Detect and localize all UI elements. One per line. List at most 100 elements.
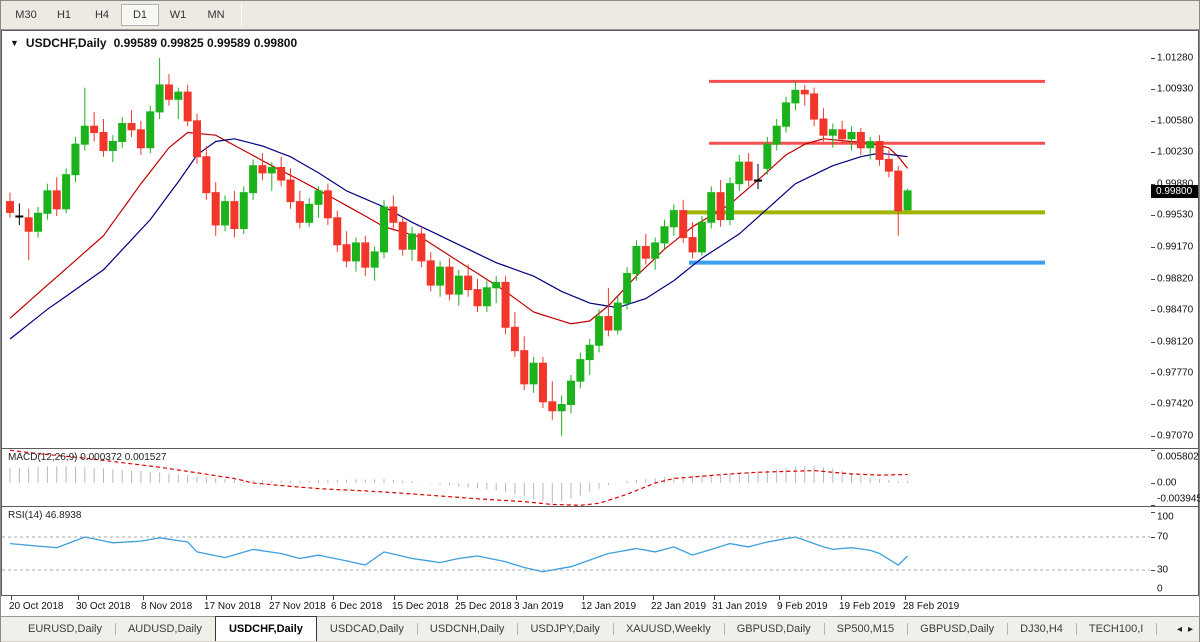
timeframe-button-m30[interactable]: M30 [15, 9, 37, 21]
candle-body [267, 167, 276, 174]
tab-separator [416, 623, 418, 635]
price-axis-tick [1151, 278, 1155, 280]
date-tick [457, 596, 458, 600]
candle-body [613, 302, 622, 331]
candle-body [585, 344, 594, 361]
price-axis-tick [1151, 183, 1155, 185]
candle-body [510, 326, 519, 352]
tab-scroll-right-icon[interactable]: ▸ [1187, 623, 1193, 635]
price-axis-label: 0.98470 [1157, 304, 1194, 316]
date-label: 19 Feb 2019 [839, 601, 896, 612]
candle-body [277, 167, 286, 181]
candle-body [697, 221, 706, 253]
chart-tab-audusd[interactable]: AUDUSD,Daily [115, 617, 216, 641]
macd-panel[interactable]: MACD(12,26,9) 0.000372 0.001527 0.005802… [1, 448, 1200, 507]
rsi-axis: 100 70 30 0 [1151, 507, 1198, 596]
rsi-label: RSI(14) 46.8938 [8, 510, 82, 521]
chart-tab-usdchf[interactable]: USDCHF,Daily [214, 616, 317, 641]
candle-body [258, 165, 267, 174]
price-axis-tick [1151, 373, 1155, 375]
price-axis-label: 0.99880 [1157, 178, 1194, 190]
candle-body [62, 174, 71, 210]
date-label: 27 Nov 2018 [269, 601, 326, 612]
chart-tab-usdcnh[interactable]: USDCNH,Daily [417, 617, 519, 641]
date-tick [714, 596, 715, 600]
macd-axis-label: 0.00 [1157, 477, 1177, 489]
macd-axis: 0.005802 0.00 -0.003945 [1151, 449, 1200, 507]
date-label: 17 Nov 2018 [204, 601, 261, 612]
chart-tab-usdcad[interactable]: USDCAD,Daily [317, 617, 418, 641]
candle-body [623, 272, 632, 304]
price-axis-label: 1.00580 [1157, 115, 1194, 127]
rsi-axis-tick [1151, 537, 1155, 538]
candle-body [136, 129, 145, 149]
candle-body [90, 125, 99, 134]
candle-body [361, 242, 370, 268]
candle-body [286, 179, 295, 203]
rsi-chart[interactable] [2, 507, 1150, 595]
chart-tab-xauusd[interactable]: XAUUSD,Weekly [613, 617, 725, 641]
candle-body [548, 401, 557, 412]
candle-body [856, 132, 865, 149]
price-chart-panel[interactable]: ▼ USDCHF,Daily 0.99589 0.99825 0.99589 0… [1, 30, 1199, 449]
candle-body [6, 201, 14, 213]
candle-body [305, 203, 314, 223]
rsi-panel[interactable]: RSI(14) 46.8938 100 70 30 0 [1, 506, 1199, 596]
chart-tab-eurusd[interactable]: EURUSD,Daily [15, 617, 116, 641]
chart-tab-dj30[interactable]: DJ30,H4 [1007, 617, 1077, 641]
macd-label: MACD(12,26,9) 0.000372 0.001527 [8, 452, 167, 463]
price-axis-tick [1151, 152, 1155, 154]
timeframe-button-mn[interactable]: MN [207, 9, 225, 21]
date-tick [394, 596, 395, 600]
candle-body [641, 246, 650, 259]
candle-body [800, 89, 809, 95]
date-tick [78, 596, 79, 600]
candlestick-chart[interactable] [2, 31, 1150, 448]
candle-body [894, 170, 903, 212]
candle-body [426, 260, 435, 286]
timeframe-toolbar: M30 H1 H4 D1 W1 MN [1, 1, 1199, 30]
chart-symbol: USDCHF,Daily [25, 36, 107, 50]
chart-tab-gbpusd[interactable]: GBPUSD,Daily [724, 617, 825, 641]
candle-body [80, 125, 89, 145]
collapse-arrow-icon[interactable]: ▼ [10, 38, 19, 48]
date-tick [516, 596, 517, 600]
candle-body [202, 156, 211, 194]
price-axis-label: 0.98120 [1157, 336, 1194, 348]
tab-separator [114, 623, 116, 635]
price-axis-label: 1.00230 [1157, 146, 1194, 158]
candle-body [501, 281, 510, 328]
candle-body [71, 143, 80, 176]
timeframe-button-d1[interactable]: D1 [121, 4, 159, 26]
chart-tab-sp500[interactable]: SP500,M15 [824, 617, 909, 641]
candle-body [323, 190, 332, 219]
timeframe-button-h4[interactable]: H4 [94, 9, 110, 21]
candle-body [903, 190, 912, 211]
candle-body [866, 140, 875, 149]
candle-body [651, 242, 660, 259]
chart-tab-tech100[interactable]: TECH100,I [1076, 617, 1158, 641]
price-axis-tick [1151, 310, 1155, 312]
date-tick [905, 596, 906, 600]
chart-ohlc-values: 0.99589 0.99825 0.99589 0.99800 [113, 36, 298, 50]
candle-body [333, 217, 342, 246]
candle-body [884, 158, 893, 172]
candle-body [230, 201, 239, 230]
candle-body [239, 192, 248, 230]
chart-tab-gbpusd[interactable]: GBPUSD,Daily [907, 617, 1009, 641]
price-axis-tick [1151, 341, 1155, 343]
timeframe-button-w1[interactable]: W1 [169, 9, 187, 21]
price-axis-tick [1151, 435, 1155, 437]
macd-histogram [9, 465, 909, 504]
chart-tab-usdjpy[interactable]: USDJPY,Daily [517, 617, 614, 641]
macd-chart[interactable] [2, 449, 1150, 506]
date-label: 28 Feb 2019 [903, 601, 960, 612]
tab-scroll-left-icon[interactable]: ◂ [1176, 623, 1182, 635]
rsi-axis-tick [1151, 570, 1155, 571]
ma-slow-blue-line [9, 138, 908, 340]
price-axis: 1.01280 1.00930 1.00580 1.00230 0.99880 0.995… [1151, 31, 1198, 448]
timeframe-button-h1[interactable]: H1 [56, 9, 72, 21]
date-tick [583, 596, 584, 600]
date-tick [779, 596, 780, 600]
